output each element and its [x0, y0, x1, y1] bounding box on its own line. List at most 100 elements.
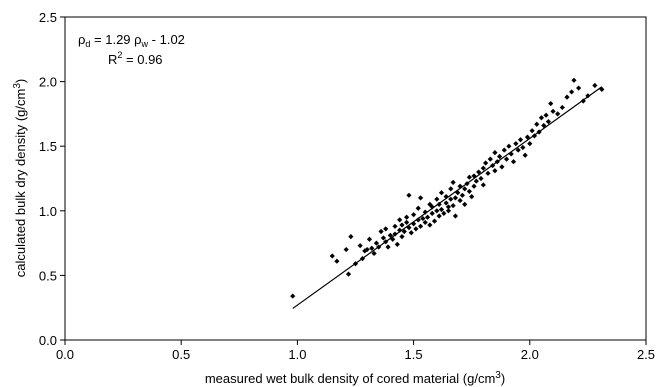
- data-point: [462, 201, 468, 207]
- data-point: [580, 98, 586, 104]
- data-point: [364, 246, 370, 253]
- data-point: [352, 261, 359, 267]
- data-point: [538, 115, 545, 121]
- data-point: [394, 241, 400, 247]
- data-point: [385, 244, 391, 250]
- data-point: [473, 178, 479, 184]
- data-point: [496, 153, 503, 160]
- data-point: [415, 217, 421, 223]
- x-tick-labels: 0.0 0.5 1.0 1.5 2.0 2.5: [56, 347, 655, 362]
- data-point: [517, 137, 524, 143]
- data-point: [543, 112, 549, 118]
- data-point: [392, 223, 398, 229]
- data-point: [427, 222, 433, 228]
- x-tick-label: 2.0: [521, 347, 539, 362]
- data-point: [429, 210, 435, 216]
- data-point: [503, 156, 510, 162]
- data-point: [420, 215, 426, 222]
- data-point: [424, 214, 431, 220]
- data-points: [290, 77, 605, 299]
- data-point: [345, 271, 352, 277]
- data-point: [445, 204, 452, 210]
- data-point: [576, 85, 582, 91]
- data-point: [404, 214, 410, 220]
- data-point: [408, 230, 414, 236]
- data-point: [399, 234, 405, 240]
- data-point: [329, 253, 335, 259]
- data-point: [443, 200, 449, 206]
- data-point: [390, 236, 396, 242]
- data-point: [413, 226, 419, 232]
- data-point: [411, 212, 417, 218]
- data-point: [527, 141, 533, 147]
- data-point: [462, 186, 468, 192]
- x-tick-label: 2.5: [637, 347, 655, 362]
- data-point: [480, 182, 486, 188]
- y-tick-label: 1.0: [39, 204, 57, 219]
- data-point: [378, 228, 384, 235]
- data-point: [555, 111, 561, 117]
- data-point: [480, 165, 486, 171]
- data-point: [429, 204, 435, 210]
- data-point: [401, 228, 407, 235]
- data-point: [397, 227, 403, 233]
- axis-ticks: [60, 16, 647, 345]
- y-axis-title: calculated bulk dry density (g/cm3): [12, 79, 28, 278]
- data-point: [492, 150, 498, 156]
- data-point: [422, 209, 428, 215]
- data-point: [492, 168, 498, 174]
- data-point: [564, 94, 570, 100]
- data-point: [448, 196, 454, 202]
- data-point: [457, 183, 463, 189]
- data-point: [376, 244, 382, 250]
- data-point: [371, 250, 377, 257]
- data-point: [455, 190, 461, 196]
- data-point: [487, 156, 493, 162]
- data-point: [443, 193, 449, 200]
- data-point: [534, 121, 540, 127]
- data-point: [559, 104, 565, 111]
- data-point: [359, 256, 366, 262]
- data-point: [383, 239, 389, 245]
- r-squared-label: R2 = 0.96: [108, 50, 163, 67]
- data-point: [404, 219, 410, 226]
- data-point: [448, 186, 454, 192]
- data-point: [510, 159, 517, 165]
- data-point: [334, 258, 340, 264]
- y-tick-label: 2.5: [39, 10, 57, 25]
- data-point: [445, 208, 452, 214]
- y-tick-label: 0.5: [39, 268, 57, 283]
- data-point: [452, 213, 459, 219]
- data-point: [531, 133, 538, 139]
- x-tick-label: 0.5: [172, 347, 190, 362]
- data-point: [471, 173, 477, 179]
- y-tick-label: 1.5: [39, 139, 57, 154]
- data-point: [438, 190, 445, 196]
- data-point: [522, 152, 528, 158]
- data-point: [438, 206, 445, 213]
- data-point: [513, 141, 519, 147]
- x-tick-label: 0.0: [56, 347, 74, 362]
- data-point: [373, 240, 380, 246]
- data-point: [290, 293, 296, 299]
- x-tick-label: 1.0: [288, 347, 306, 362]
- data-point: [506, 143, 512, 149]
- data-point: [436, 201, 442, 207]
- data-point: [387, 232, 393, 238]
- data-point: [545, 119, 551, 125]
- data-point: [417, 223, 424, 229]
- data-point: [434, 208, 440, 214]
- y-tick-label: 0.0: [39, 333, 57, 348]
- data-point: [457, 197, 463, 204]
- data-point: [476, 169, 482, 175]
- data-point: [362, 248, 368, 254]
- data-point: [399, 222, 405, 228]
- data-point: [397, 217, 403, 223]
- data-point: [366, 236, 373, 242]
- data-point: [483, 160, 489, 166]
- data-point: [411, 221, 417, 227]
- data-point: [466, 174, 472, 180]
- data-point: [466, 188, 472, 195]
- data-point: [417, 195, 424, 201]
